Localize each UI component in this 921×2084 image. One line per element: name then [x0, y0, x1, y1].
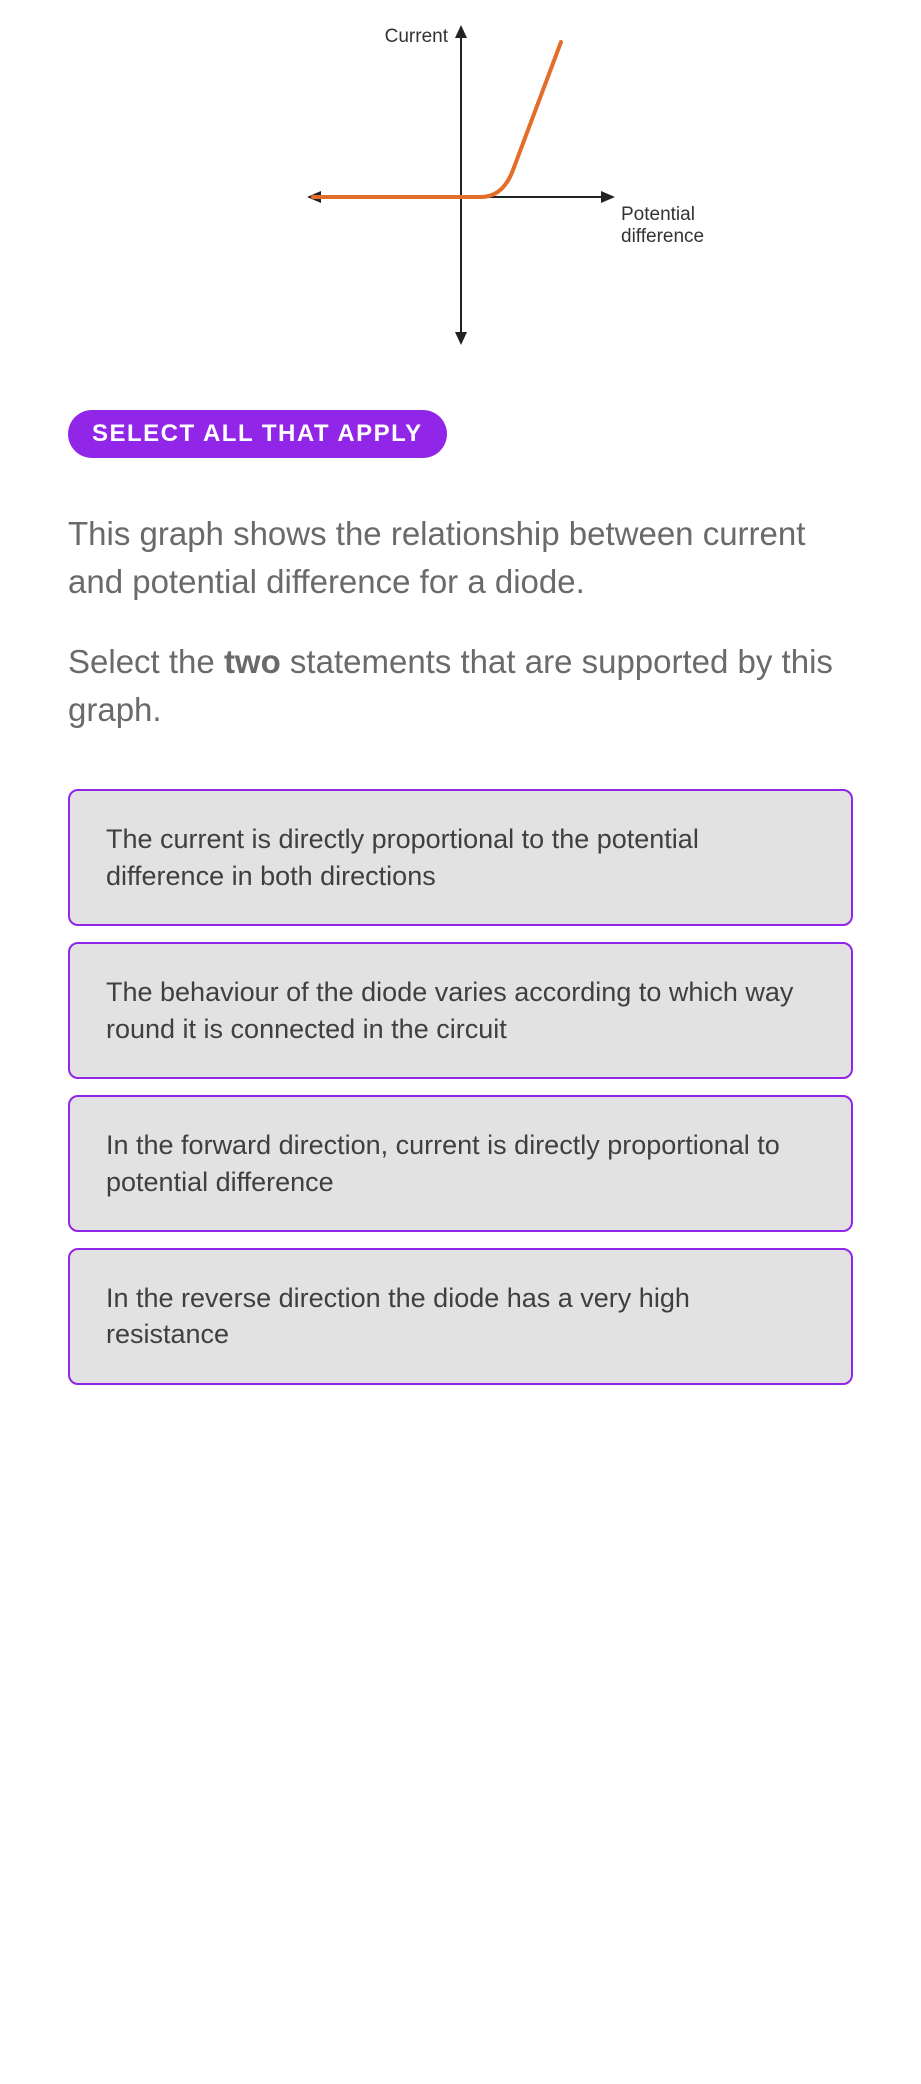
option-3[interactable]: In the forward direction, current is dir… — [68, 1095, 853, 1232]
diode-curve — [313, 42, 561, 197]
x-axis-label-line1: Potential — [621, 204, 695, 225]
question-paragraph-2: Select the two statements that are suppo… — [68, 638, 853, 734]
options-list: The current is directly proportional to … — [68, 789, 853, 1385]
option-1[interactable]: The current is directly proportional to … — [68, 789, 853, 926]
option-2[interactable]: The behaviour of the diode varies accord… — [68, 942, 853, 1079]
x-axis-label-line2: difference — [621, 226, 704, 247]
content-container: SELECT ALL THAT APPLY This graph shows t… — [0, 410, 921, 1385]
instruction-pre: Select the — [68, 643, 224, 680]
question-type-badge: SELECT ALL THAT APPLY — [68, 410, 447, 458]
question-paragraph-1: This graph shows the relationship betwee… — [68, 510, 853, 606]
diode-graph: Current Potential difference — [181, 20, 741, 350]
x-axis-arrow-right — [601, 191, 615, 203]
y-axis-arrow-up — [455, 25, 467, 38]
graph-container: Current Potential difference — [0, 0, 921, 410]
instruction-bold: two — [224, 643, 281, 680]
y-axis-arrow-down — [455, 332, 467, 345]
y-axis-label: Current — [384, 26, 448, 47]
option-4[interactable]: In the reverse direction the diode has a… — [68, 1248, 853, 1385]
